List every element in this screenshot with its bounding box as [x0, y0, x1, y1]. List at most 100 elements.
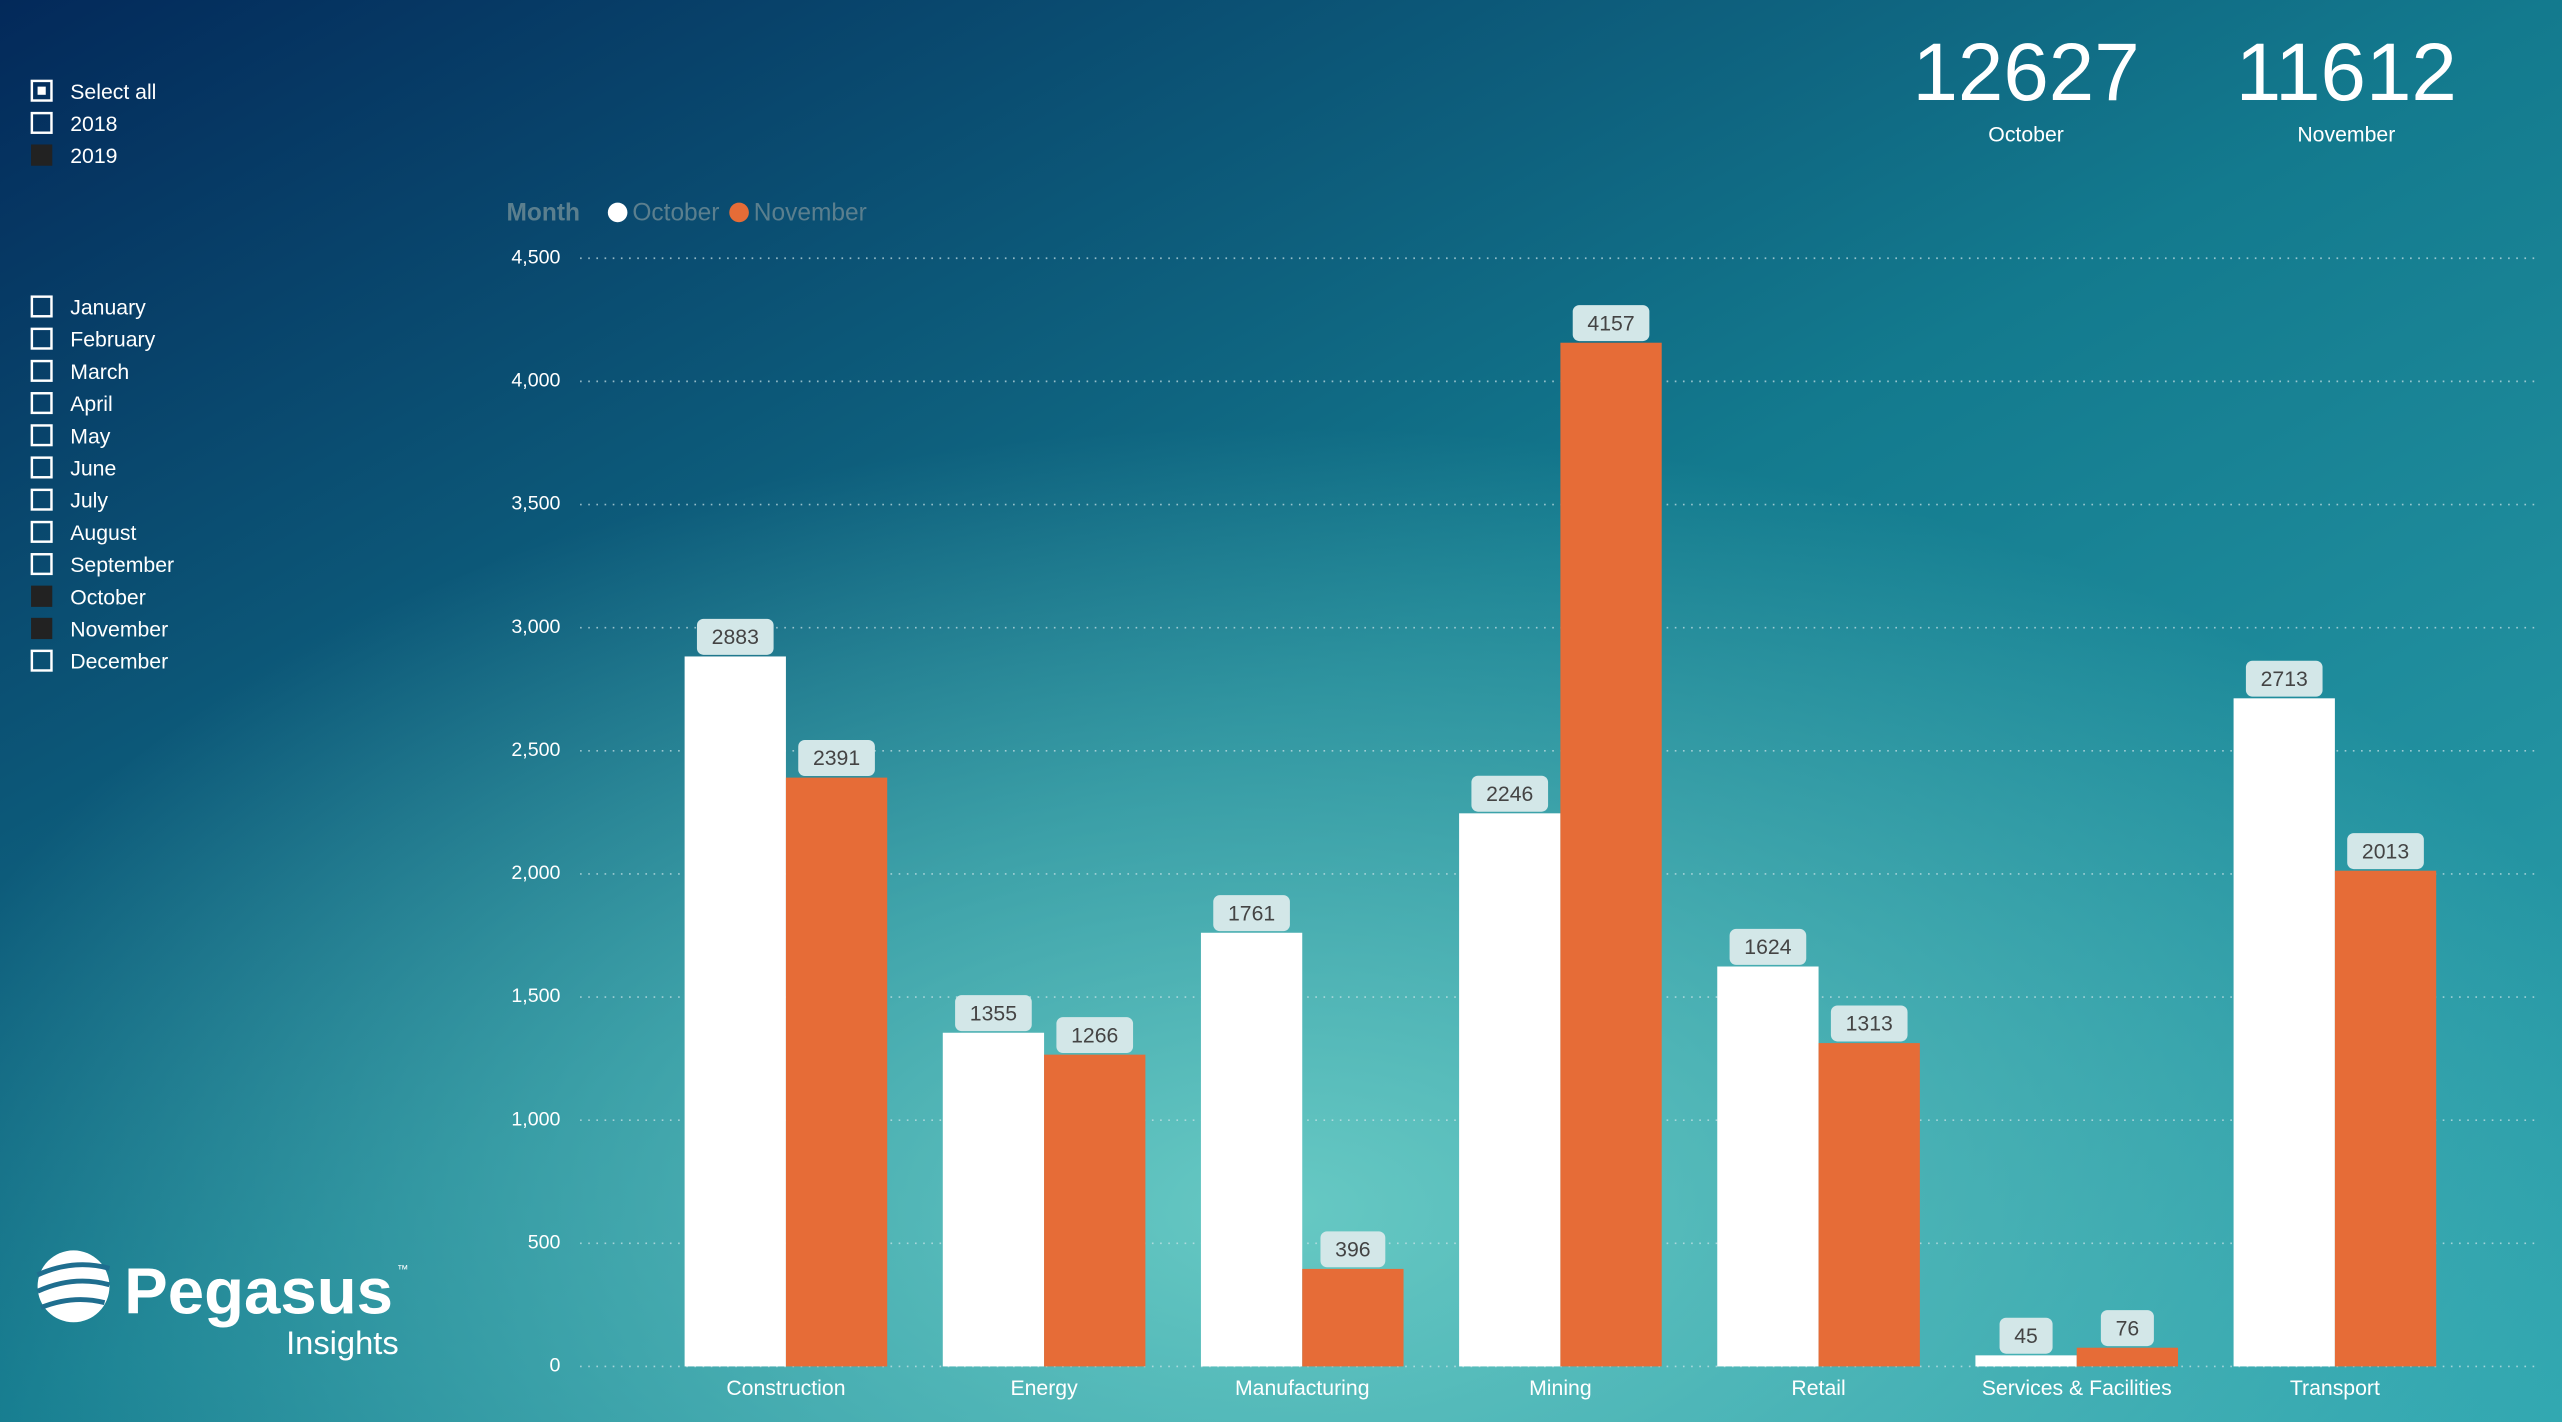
- value-label-bg: [1830, 1005, 1908, 1042]
- value-label: 1624: [1744, 935, 1791, 959]
- value-label: 1266: [1071, 1023, 1118, 1047]
- value-label: 2883: [712, 625, 759, 649]
- bar: [1560, 342, 1662, 1367]
- legend-swatch: [729, 202, 749, 223]
- x-tick-label: Services & Facilities: [1982, 1376, 2172, 1400]
- value-label-bg: [696, 618, 774, 655]
- value-label-bg: [1471, 775, 1549, 812]
- checkbox[interactable]: [30, 520, 53, 543]
- value-label: 2713: [2261, 667, 2308, 691]
- legend-title: Month: [507, 200, 580, 227]
- legend-label: November: [754, 200, 867, 227]
- kpi-value: 12627: [1912, 27, 2139, 118]
- checkbox[interactable]: [30, 649, 53, 672]
- slicer-label[interactable]: March: [70, 360, 129, 384]
- slicer-label[interactable]: August: [70, 521, 136, 545]
- logo-stripes: [36, 1262, 111, 1310]
- logo: Pegasus ™ Insights: [36, 1250, 408, 1361]
- checkbox[interactable]: [30, 553, 53, 576]
- y-tick-label: 2,000: [511, 862, 560, 884]
- slicer-label[interactable]: 2019: [70, 144, 117, 168]
- kpi-label: November: [2297, 122, 2395, 146]
- x-tick-label: Retail: [1791, 1376, 1845, 1400]
- x-tick-label: Transport: [2290, 1376, 2380, 1400]
- value-label-bg: [1572, 305, 1650, 342]
- checkbox[interactable]: [30, 456, 53, 479]
- bar: [1200, 932, 1303, 1367]
- kpi-value: 11612: [2236, 27, 2457, 118]
- value-label: 1355: [970, 1001, 1017, 1025]
- y-tick-label: 1,500: [511, 985, 560, 1007]
- slicer-label[interactable]: Select all: [70, 80, 156, 104]
- value-label-bg: [1729, 928, 1807, 965]
- y-tick-label: 4,500: [511, 246, 560, 268]
- value-label-bg: [2347, 833, 2424, 870]
- bar: [684, 656, 786, 1367]
- bar: [1818, 1043, 1920, 1367]
- checkbox-dot: [37, 86, 46, 95]
- kpi-label: October: [1988, 122, 2064, 146]
- value-label: 1761: [1228, 901, 1275, 925]
- checkbox[interactable]: [31, 617, 53, 640]
- logo-name: Pegasus: [124, 1254, 393, 1327]
- checkbox[interactable]: [30, 327, 53, 350]
- slicer-label[interactable]: July: [70, 489, 108, 513]
- slicer-label[interactable]: November: [70, 618, 168, 642]
- value-label: 396: [1335, 1238, 1370, 1262]
- bar: [1975, 1355, 2077, 1367]
- checkbox[interactable]: [30, 295, 53, 318]
- x-tick-label: Construction: [726, 1376, 845, 1400]
- legend-label: October: [632, 200, 719, 227]
- checkbox[interactable]: [30, 488, 53, 511]
- y-tick-label: 3,500: [511, 493, 560, 515]
- value-label: 2246: [1486, 782, 1533, 806]
- value-label: 76: [2116, 1316, 2140, 1340]
- slicer-label[interactable]: May: [70, 424, 110, 448]
- value-label-bg: [1213, 895, 1290, 932]
- y-tick-label: 3,000: [511, 616, 560, 638]
- logo-tm: ™: [397, 1264, 408, 1276]
- bar: [2233, 698, 2335, 1367]
- legend-swatch: [607, 202, 628, 223]
- slicer-label[interactable]: October: [70, 585, 146, 609]
- slicer-label[interactable]: February: [70, 328, 155, 352]
- checkbox[interactable]: [31, 144, 53, 166]
- y-tick-label: 1,000: [511, 1108, 560, 1130]
- slicer-label[interactable]: June: [70, 457, 116, 481]
- checkbox[interactable]: [30, 359, 53, 382]
- slicer-label[interactable]: December: [70, 650, 168, 674]
- value-label-bg: [2245, 660, 2323, 697]
- y-tick-label: 2,500: [511, 739, 560, 761]
- x-tick-label: Energy: [1010, 1376, 1078, 1400]
- logo-sub: Insights: [286, 1324, 399, 1361]
- bar: [1717, 966, 1819, 1367]
- y-tick-label: 0: [550, 1355, 561, 1377]
- x-tick-label: Manufacturing: [1235, 1376, 1370, 1400]
- bar: [2076, 1347, 2179, 1367]
- slicer-label[interactable]: April: [70, 392, 112, 416]
- slicer-label[interactable]: 2018: [70, 112, 117, 136]
- bar: [942, 1032, 1045, 1367]
- checkbox[interactable]: [30, 79, 53, 102]
- value-label: 1313: [1846, 1012, 1893, 1036]
- value-label-bg: [955, 995, 1032, 1032]
- value-label-bg: [1320, 1231, 1386, 1268]
- checkbox[interactable]: [30, 392, 53, 415]
- bar: [2334, 870, 2437, 1367]
- bar: [1044, 1054, 1146, 1367]
- bar: [1459, 813, 1561, 1367]
- value-label: 45: [2014, 1324, 2038, 1348]
- checkbox[interactable]: [30, 424, 53, 447]
- value-label: 2391: [813, 746, 860, 770]
- value-label: 4157: [1587, 311, 1634, 335]
- bar: [1302, 1268, 1404, 1367]
- y-tick-label: 500: [528, 1231, 561, 1253]
- checkbox[interactable]: [31, 585, 53, 607]
- checkbox[interactable]: [30, 111, 53, 134]
- slicer-label[interactable]: September: [70, 553, 174, 577]
- slicer-label[interactable]: January: [70, 296, 146, 320]
- bar: [785, 777, 888, 1367]
- value-label-bg: [1056, 1017, 1134, 1054]
- y-tick-label: 4,000: [511, 370, 560, 392]
